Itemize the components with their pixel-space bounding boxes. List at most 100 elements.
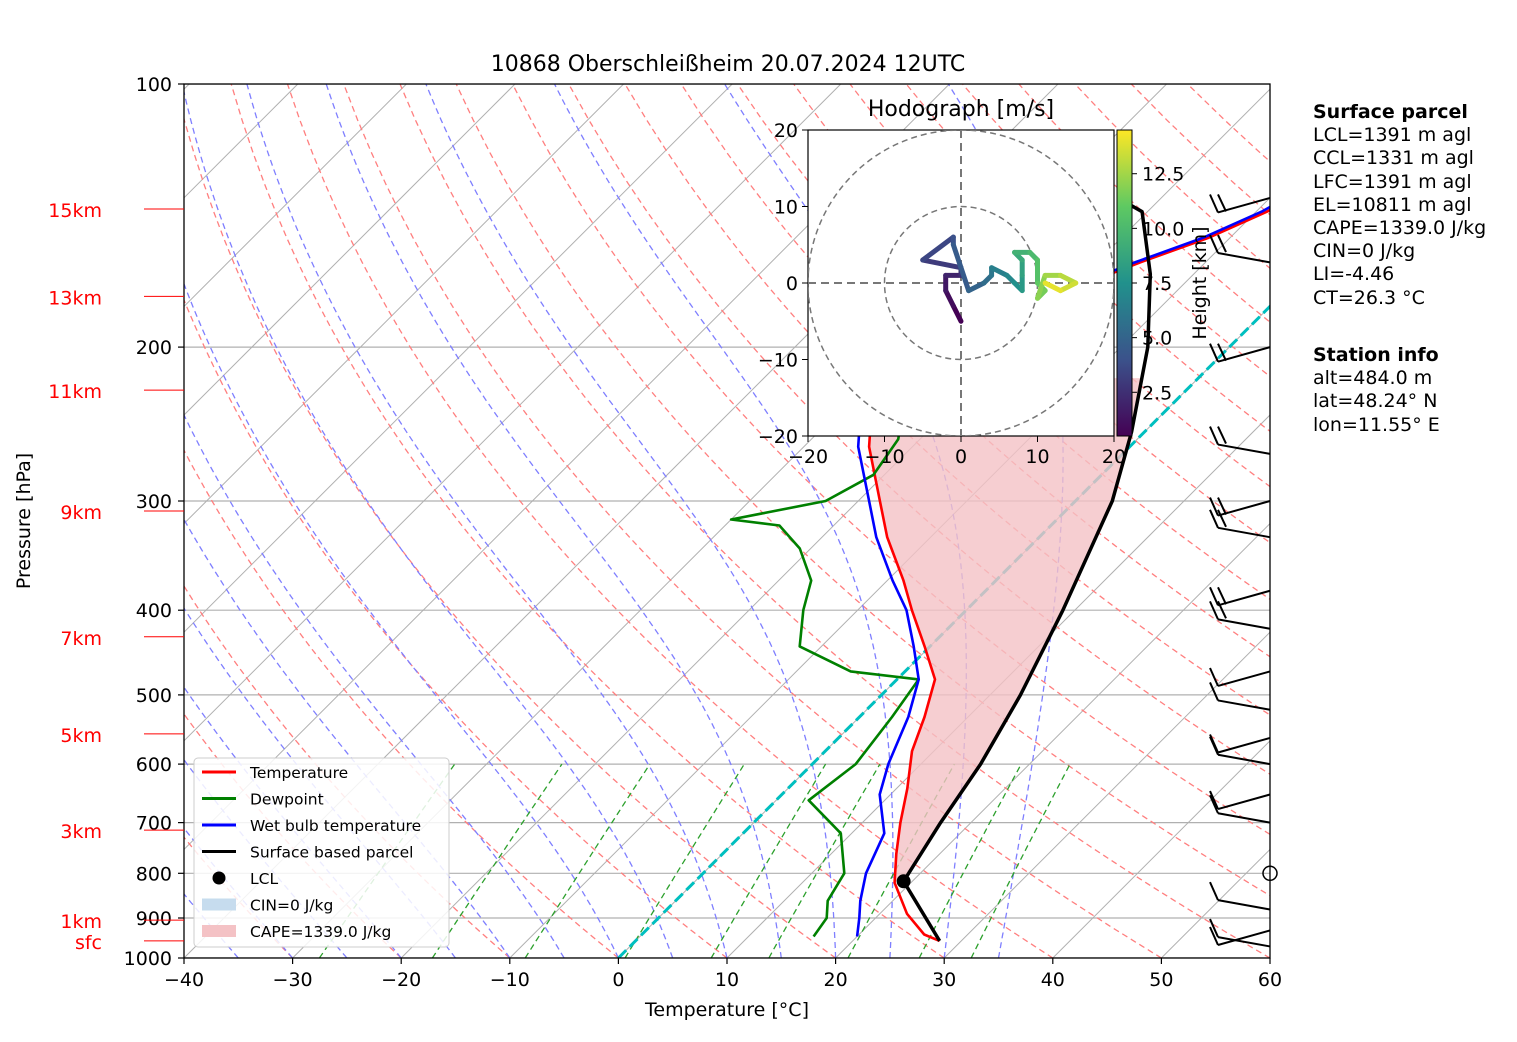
- hodograph-y-tick-label: 10: [774, 197, 798, 219]
- hodograph-y-tick-label: 20: [774, 120, 798, 142]
- hodograph-segment: [1035, 272, 1048, 301]
- hodograph-x-tick-label: 10: [1025, 446, 1049, 468]
- wind-barb-staff: [1217, 936, 1271, 948]
- legend-swatch: [202, 898, 236, 911]
- wind-barb-flag: [1217, 509, 1227, 528]
- hodograph: −20−20 −10 −10 0 0 10 10 20 20 Hodograph [m/s] 2.5…: [758, 97, 1211, 468]
- station-info-heading: Station info: [1313, 344, 1439, 366]
- hodograph-x-tick-label: 0: [955, 446, 967, 468]
- wind-barb-flag: [1209, 918, 1219, 938]
- moist-adiabat: [425, 84, 837, 958]
- isotherm-line: [184, 84, 407, 308]
- mixing-ratio-line: [710, 763, 827, 958]
- surface-parcel-panel: Surface parcel LCL=1391 m agl CCL=1331 m…: [1313, 101, 1486, 310]
- y-tick-label: 700: [136, 813, 172, 835]
- wind-barb-flag: [1217, 426, 1227, 444]
- hodograph-segment: [989, 265, 1010, 278]
- surface-parcel-line: LFC=1391 m agl: [1313, 170, 1472, 193]
- wind-barb-flag: [1209, 509, 1219, 529]
- wind-barb-staff: [1217, 443, 1271, 455]
- x-tick-label: 50: [1149, 969, 1173, 991]
- moist-adiabat: [325, 84, 782, 958]
- wind-barb: [1209, 600, 1271, 630]
- wind-barb-flag: [1209, 736, 1219, 756]
- wind-barb: [1209, 586, 1271, 607]
- moist-adiabat: [553, 84, 894, 958]
- wind-barb-staff: [1217, 346, 1271, 363]
- mixing-ratio-line: [524, 763, 651, 958]
- height-label: 15km: [48, 200, 102, 222]
- hodograph-x-tick-label: 20: [1102, 446, 1126, 468]
- wind-barb-flag: [1209, 426, 1219, 445]
- surface-parcel-line: CIN=0 J/kg: [1313, 240, 1416, 263]
- cape-fill: [869, 378, 1142, 882]
- axes: −40 −30 −20 −10 0 10 20 30 40 50 60100200300400500…: [48, 74, 1282, 991]
- hodograph-plot: [808, 130, 1114, 436]
- wind-barb: [1209, 426, 1271, 455]
- hodograph-segment: [950, 303, 964, 324]
- height-label: sfc: [75, 932, 102, 954]
- lcl-marker: [896, 874, 911, 889]
- y-tick-label: 1000: [124, 948, 172, 970]
- wind-barb-flag: [1209, 234, 1219, 254]
- isotherm-line: [184, 84, 842, 742]
- wind-barb-staff: [1217, 736, 1271, 754]
- legend-label: Dewpoint: [250, 791, 324, 809]
- height-label: 5km: [60, 725, 102, 747]
- height-label: 13km: [48, 287, 102, 309]
- wind-barb-staff: [1217, 500, 1271, 517]
- parcel-line: [901, 196, 1153, 942]
- station-info-line: alt=484.0 m: [1313, 367, 1433, 390]
- surface-parcel-line: CCL=1331 m agl: [1313, 147, 1474, 170]
- x-tick-label: −20: [381, 969, 421, 991]
- y-axis-label: Pressure [hPa]: [13, 453, 35, 589]
- surface-parcel-line: EL=10811 m agl: [1313, 193, 1472, 216]
- hodograph-segment: [920, 257, 964, 271]
- hodograph-segment: [1042, 280, 1063, 294]
- x-tick-label: −40: [164, 969, 204, 991]
- wind-barb-staff: [1217, 196, 1271, 214]
- wind-barb: [1209, 881, 1271, 911]
- wind-barb-staff: [1217, 753, 1271, 766]
- wind-barb-staff: [1217, 812, 1271, 824]
- wind-barb-staff: [1217, 670, 1271, 687]
- moist-adiabat: [184, 89, 674, 958]
- wind-barb-staff: [1217, 793, 1271, 811]
- cape-area: [869, 378, 1142, 882]
- wind-barb: [1209, 194, 1271, 214]
- wind-barb-flag: [1209, 926, 1219, 946]
- hodograph-y-tick-label: −20: [758, 426, 798, 448]
- moist-adiabat: [184, 607, 457, 958]
- isotherm-line: [1052, 740, 1270, 958]
- hodograph-y-tick-label: −10: [758, 350, 798, 372]
- x-tick-label: −30: [273, 969, 313, 991]
- chart-title: 10868 Oberschleißheim 20.07.2024 12UTC: [491, 52, 966, 77]
- wind-barb-staff: [1217, 699, 1271, 711]
- colorbar-label: Height [km]: [1189, 226, 1211, 339]
- height-label: 7km: [60, 628, 102, 650]
- isotherm-line: [726, 414, 1270, 958]
- y-tick-label: 900: [136, 908, 172, 930]
- wind-barb-flag: [1217, 343, 1227, 362]
- hodograph-segment: [920, 234, 956, 263]
- hodograph-segment: [950, 242, 972, 294]
- hodograph-title: Hodograph [m/s]: [868, 97, 1054, 122]
- y-tick-label: 100: [136, 74, 172, 96]
- wind-barbs: [1209, 194, 1278, 948]
- y-tick-label: 500: [136, 685, 172, 707]
- x-tick-label: 60: [1258, 969, 1282, 991]
- hodograph-x-tick-label: −20: [788, 446, 828, 468]
- colorbar-tick-label: 10.0: [1142, 218, 1184, 240]
- colorbar: [1116, 129, 1133, 437]
- legend-label: CAPE=1339.0 J/kg: [250, 923, 391, 941]
- y-tick-label: 300: [136, 491, 172, 513]
- legend-label: Wet bulb temperature: [250, 817, 421, 835]
- mixing-ratio-line: [918, 763, 1022, 958]
- height-label: 11km: [48, 381, 102, 403]
- wind-barb: [1209, 343, 1271, 363]
- wind-barb: [1209, 736, 1271, 766]
- dry-adiabat: [849, 84, 1270, 488]
- hodograph-segment: [943, 288, 956, 309]
- wind-barb-calm: [1262, 865, 1278, 882]
- x-tick-label: 40: [1041, 969, 1065, 991]
